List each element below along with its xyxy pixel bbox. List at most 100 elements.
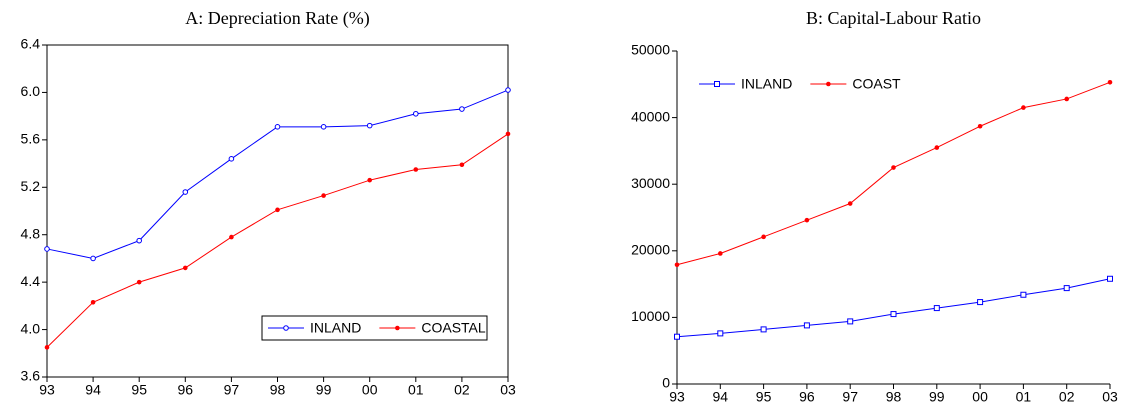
- chart-title: B: Capital-Labour Ratio: [806, 8, 981, 28]
- y-tick-label: 4.8: [21, 225, 41, 241]
- marker: [183, 265, 188, 271]
- y-tick-label: 20000: [631, 242, 670, 258]
- x-tick-label: 00: [972, 389, 988, 405]
- x-tick-label: 95: [131, 382, 147, 398]
- x-tick-label: 97: [842, 389, 858, 405]
- marker: [413, 110, 419, 117]
- y-tick-label: 6.0: [21, 83, 41, 99]
- x-tick-label: 02: [1059, 389, 1075, 405]
- marker: [1107, 275, 1113, 282]
- marker: [228, 156, 235, 162]
- x-tick-label: 98: [886, 389, 902, 405]
- marker: [1021, 105, 1026, 110]
- marker: [1020, 291, 1027, 298]
- marker: [761, 234, 766, 240]
- series-line: [46, 89, 509, 259]
- marker: [275, 207, 280, 213]
- marker: [714, 81, 720, 87]
- x-tick-label: 95: [756, 389, 772, 405]
- x-tick-label: 00: [362, 382, 378, 398]
- marker: [44, 246, 50, 252]
- marker: [933, 305, 940, 312]
- marker: [283, 325, 289, 331]
- series-line: [676, 81, 1111, 266]
- x-tick-label: 03: [1102, 389, 1118, 405]
- marker: [891, 165, 896, 170]
- x-tick-label: 94: [85, 382, 101, 398]
- marker: [1064, 96, 1069, 102]
- marker: [505, 87, 511, 93]
- series-line: [676, 278, 1111, 338]
- y-tick-label: 40000: [631, 108, 670, 124]
- y-tick-label: 0: [662, 375, 670, 391]
- legend-label: COAST: [852, 76, 901, 92]
- marker: [505, 131, 511, 137]
- line-chart: B: Capital-Labour Ratio 0 10000 20000 30000 4…: [631, 8, 1118, 405]
- marker: [826, 81, 831, 87]
- marker: [320, 124, 327, 130]
- series-line: [46, 133, 509, 348]
- marker: [934, 145, 940, 150]
- marker: [760, 326, 767, 333]
- y-tick-label: 50000: [631, 42, 670, 58]
- marker: [321, 193, 326, 198]
- marker: [274, 124, 281, 130]
- marker: [413, 167, 419, 172]
- y-tick-label: 5.2: [21, 178, 41, 194]
- marker: [847, 201, 853, 206]
- legend: INLAND COASTAL: [261, 315, 488, 341]
- marker: [44, 345, 50, 350]
- marker: [90, 300, 96, 305]
- marker: [1063, 285, 1070, 292]
- x-tick-label: 96: [178, 382, 194, 398]
- x-tick-label: 99: [316, 382, 332, 398]
- x-tick-label: 98: [270, 382, 286, 398]
- x-tick-label: 97: [224, 382, 240, 398]
- marker: [395, 325, 400, 331]
- y-tick-label: 30000: [631, 175, 670, 191]
- marker: [182, 189, 189, 195]
- legend-label: INLAND: [741, 76, 792, 92]
- marker: [90, 255, 96, 262]
- x-tick-label: 03: [500, 382, 516, 398]
- x-tick-label: 02: [454, 382, 470, 398]
- marker: [674, 333, 680, 340]
- x-tick-label: 93: [669, 389, 685, 405]
- marker: [804, 217, 810, 223]
- marker: [803, 322, 810, 329]
- line-chart: A: Depreciation Rate (%) 3.6 4.0 4.4 4.8 5.2 5…: [21, 8, 516, 398]
- y-tick-label: 3.6: [21, 368, 41, 384]
- marker: [1107, 80, 1113, 85]
- marker: [674, 262, 680, 268]
- y-tick-label: 5.6: [21, 131, 41, 147]
- marker: [136, 237, 142, 244]
- y-tick-label: 6.4: [21, 36, 41, 52]
- marker: [977, 299, 984, 306]
- chart-title: A: Depreciation Rate (%): [185, 8, 369, 29]
- marker: [847, 318, 854, 325]
- marker: [459, 162, 465, 168]
- x-tick-label: 93: [39, 382, 55, 398]
- y-tick-label: 4.4: [21, 273, 41, 289]
- marker: [718, 251, 723, 256]
- marker: [367, 177, 373, 183]
- marker: [366, 122, 373, 129]
- legend-label: INLAND: [310, 320, 361, 336]
- x-tick-label: 96: [799, 389, 815, 405]
- x-tick-label: 01: [1016, 389, 1032, 405]
- x-tick-label: 01: [408, 382, 424, 398]
- marker: [717, 330, 724, 337]
- legend: INLAND COAST: [699, 76, 901, 92]
- x-tick-label: 99: [929, 389, 945, 405]
- marker: [136, 279, 142, 285]
- y-tick-label: 10000: [631, 308, 670, 324]
- x-tick-label: 94: [713, 389, 729, 405]
- marker: [977, 123, 983, 129]
- legend-label: COASTAL: [421, 320, 486, 336]
- marker: [890, 311, 897, 318]
- marker: [229, 234, 234, 240]
- y-tick-label: 4.0: [21, 320, 41, 336]
- marker: [459, 106, 465, 112]
